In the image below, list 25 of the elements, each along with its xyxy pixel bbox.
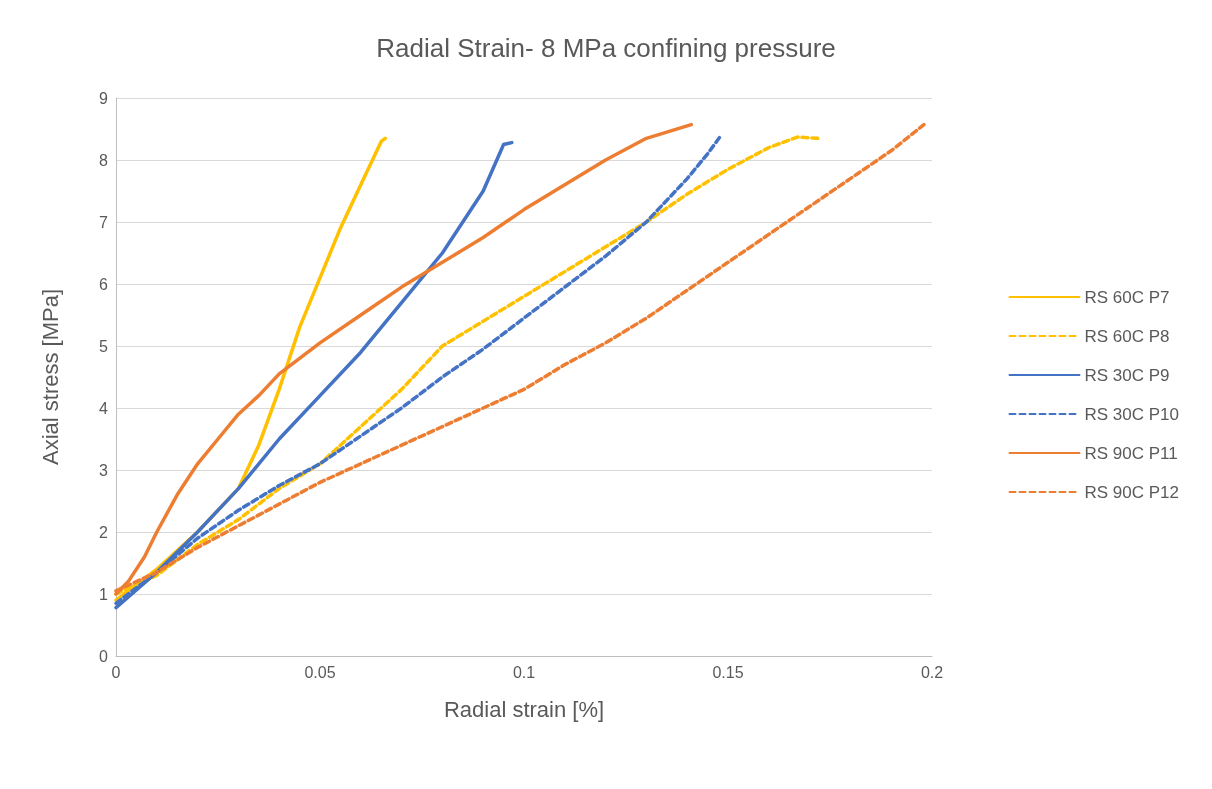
legend-label: RS 30C P9 xyxy=(1084,365,1170,385)
x-tick-label: 0.1 xyxy=(512,663,536,681)
legend-label: RS 60C P8 xyxy=(1084,326,1170,346)
line-series xyxy=(114,122,926,593)
y-tick-label: 3 xyxy=(99,461,109,479)
x-tick-label: 0.05 xyxy=(304,663,336,681)
x-tick-label: 0 xyxy=(111,663,121,681)
y-axis-title: Axial stress [MPa] xyxy=(37,288,63,466)
y-tick-label: 4 xyxy=(99,399,109,417)
y-tick-label: 1 xyxy=(99,585,109,603)
y-tick-label: 8 xyxy=(99,151,109,169)
chart-title: Radial Strain- 8 MPa confining pressure xyxy=(376,33,836,63)
x-tick-label: 0.15 xyxy=(712,663,744,681)
x-axis-title: Radial strain [%] xyxy=(443,696,605,722)
y-tick-label: 6 xyxy=(99,275,109,293)
y-tick-label: 0 xyxy=(99,647,109,665)
legend-label: RS 60C P7 xyxy=(1084,287,1170,307)
y-tick-label: 9 xyxy=(99,89,109,107)
x-tick-label: 0.2 xyxy=(920,663,944,681)
y-tick-label: 5 xyxy=(99,337,109,355)
y-tick-label: 7 xyxy=(99,213,109,231)
legend-label: RS 30C P10 xyxy=(1084,404,1179,424)
y-tick-label: 2 xyxy=(99,523,109,541)
legend-label: RS 90C P12 xyxy=(1084,482,1179,502)
legend-label: RS 90C P11 xyxy=(1084,443,1178,463)
